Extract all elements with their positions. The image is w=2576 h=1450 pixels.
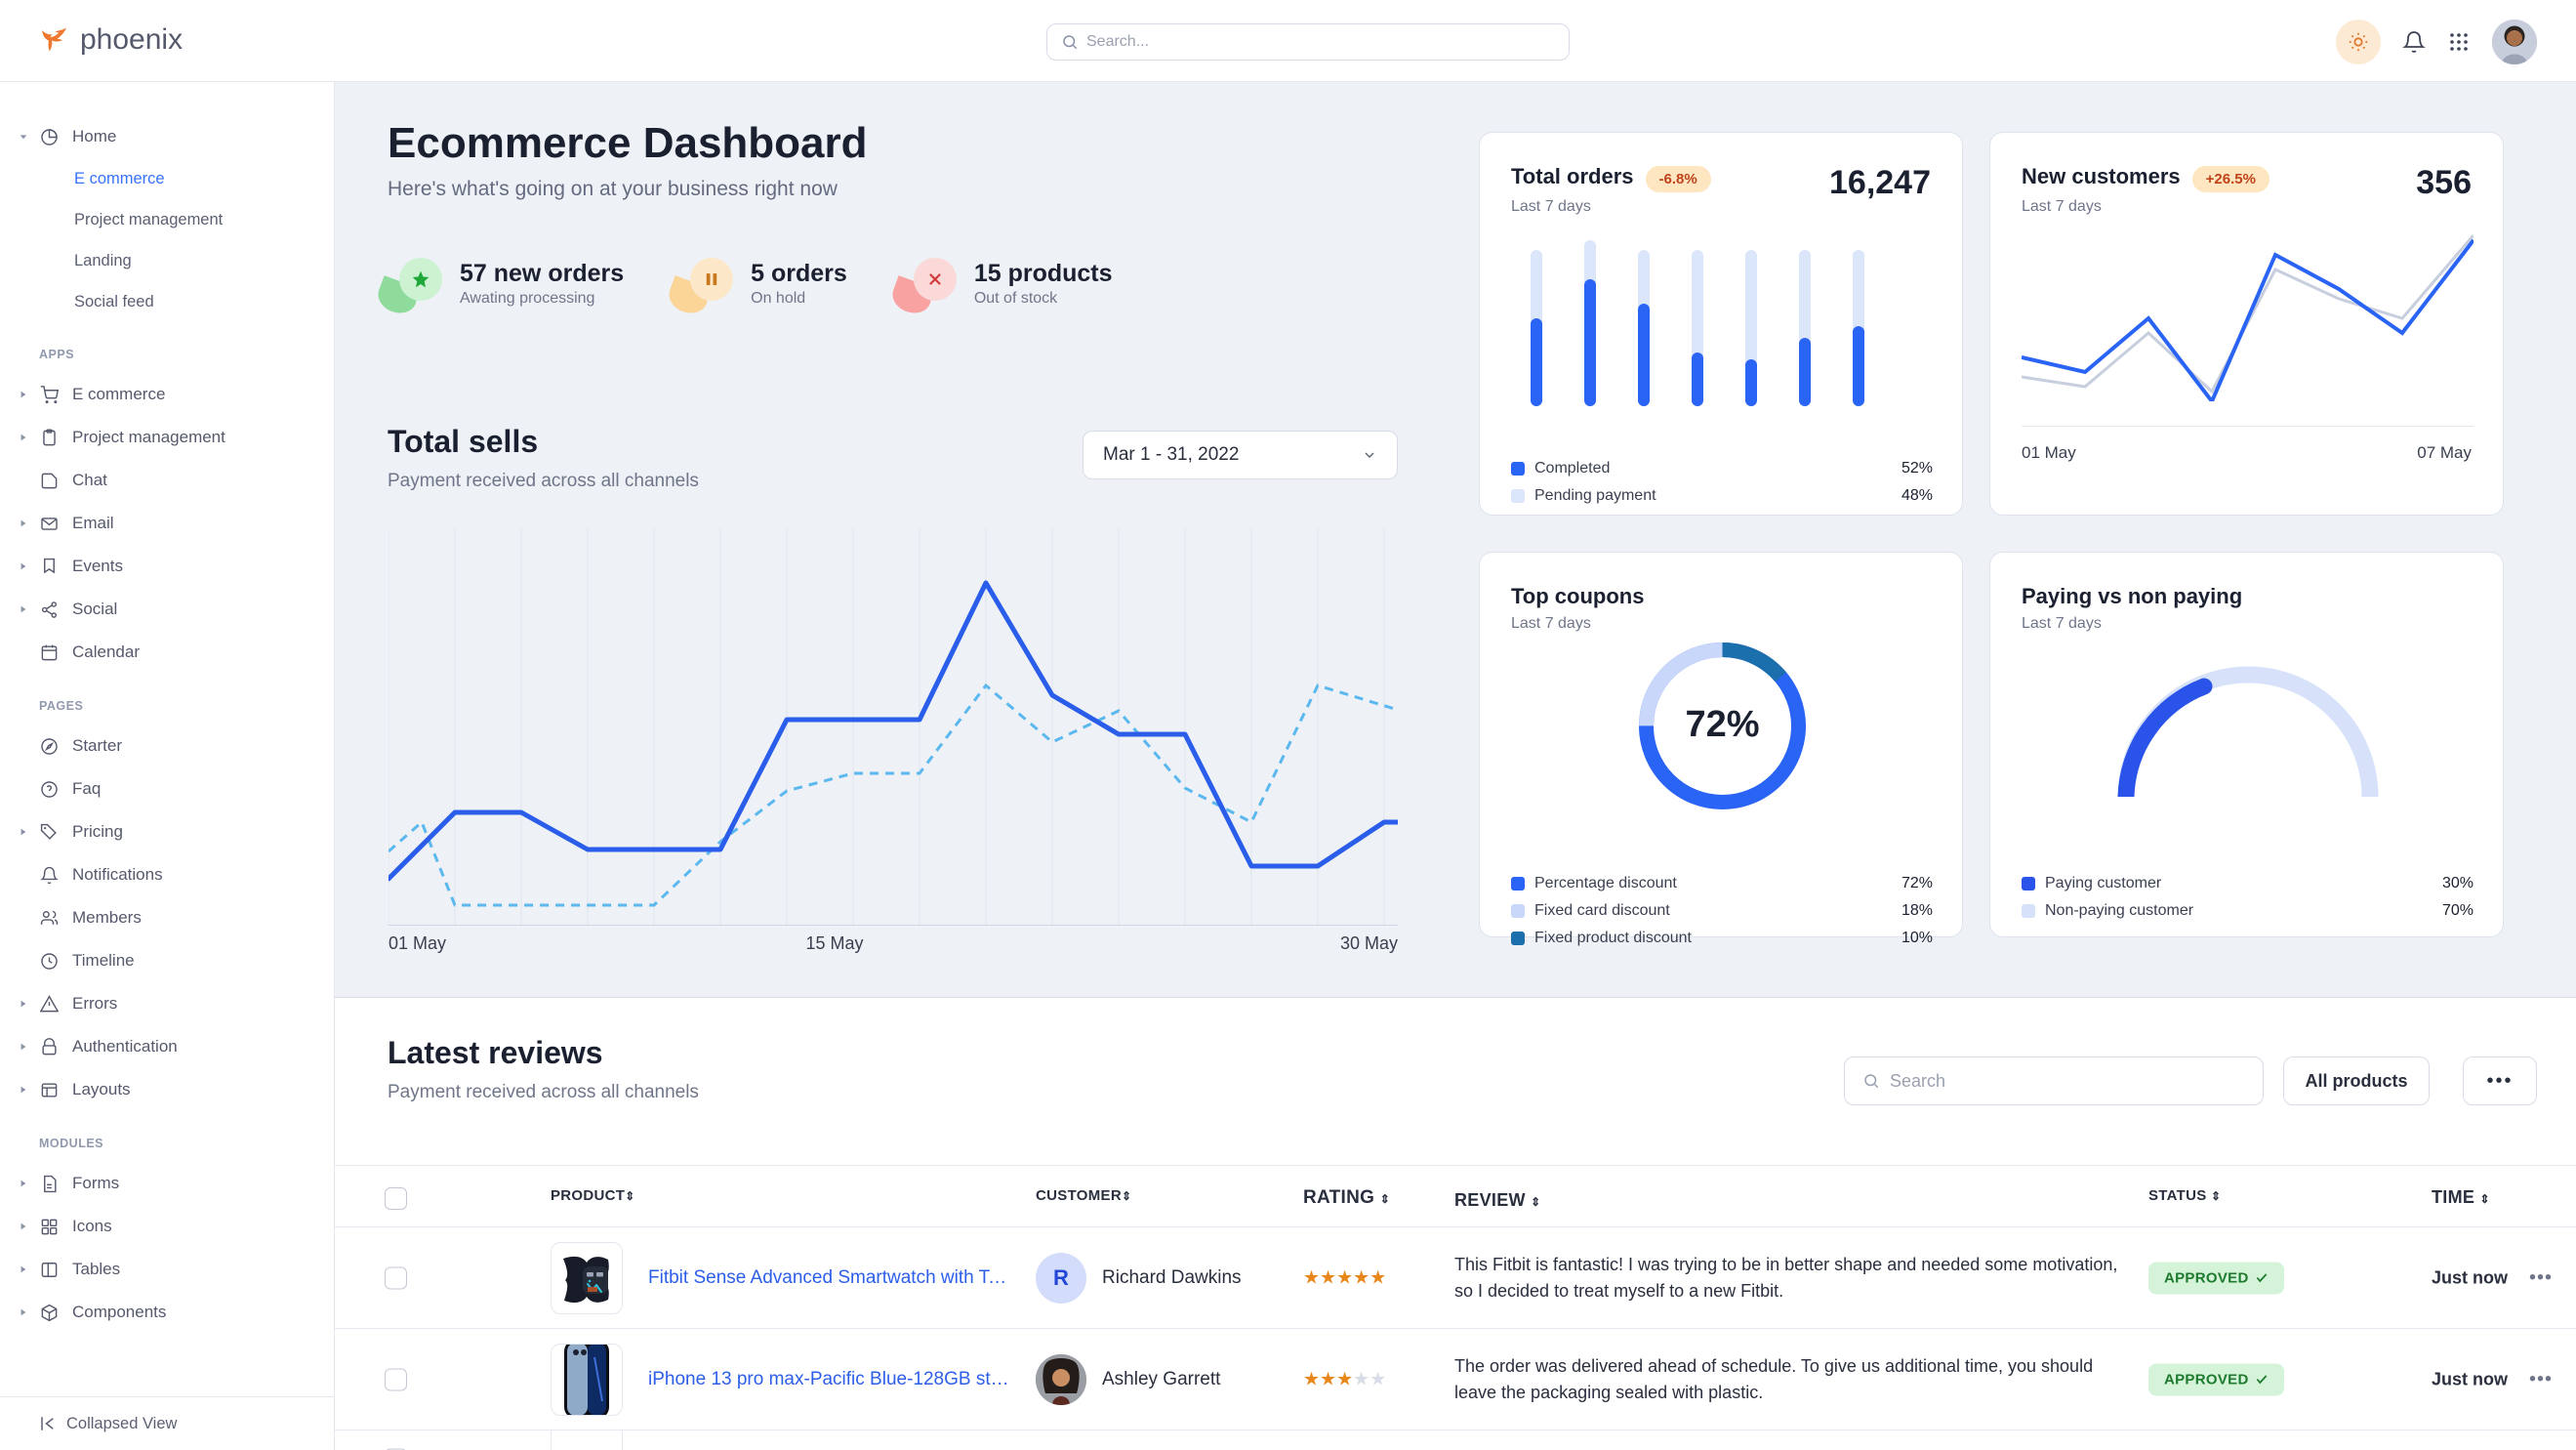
svg-text:72%: 72% bbox=[1685, 704, 1759, 745]
